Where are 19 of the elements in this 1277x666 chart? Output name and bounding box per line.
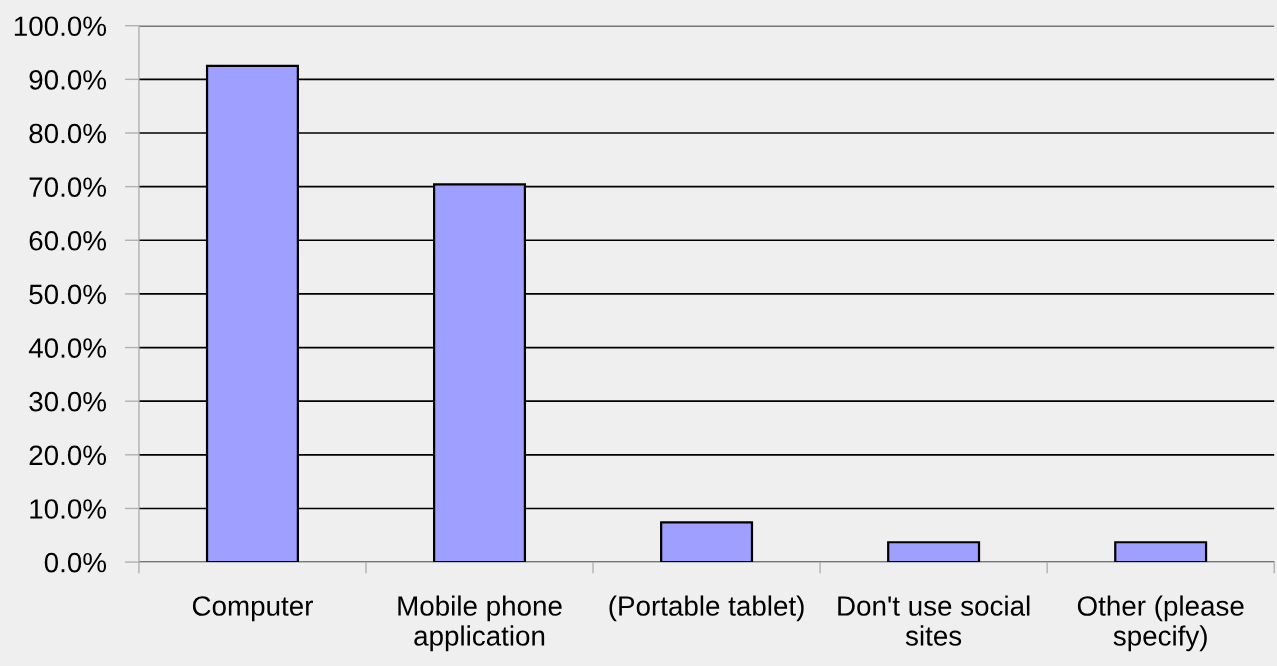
x-tick-label: Mobile phone application: [398, 595, 562, 652]
bar: [1114, 541, 1208, 563]
y-tick-label: 70.0%: [29, 177, 107, 197]
y-tick-label: 90.0%: [29, 70, 107, 90]
x-tick-label: Computer: [192, 596, 313, 622]
bar: [660, 521, 754, 563]
x-tick-label: Other (please specify): [1077, 595, 1244, 652]
y-tick-label: 0.0%: [44, 552, 107, 573]
y-tick-label: 10.0%: [30, 499, 107, 519]
y-tick-label: 50.0%: [29, 284, 107, 305]
bar: [887, 541, 981, 563]
y-tick-label: 40.0%: [28, 338, 107, 358]
x-tick-label: Don't use social sites: [838, 595, 1030, 646]
y-tick-label: 20.0%: [29, 445, 107, 466]
y-tick-label: 60.0%: [29, 230, 107, 251]
y-tick-label: 80.0%: [29, 123, 107, 144]
y-tick-label: 30.0%: [29, 391, 107, 412]
y-tick-label: 100.0%: [14, 16, 107, 37]
x-tick-label: (Portable tablet): [609, 595, 804, 622]
